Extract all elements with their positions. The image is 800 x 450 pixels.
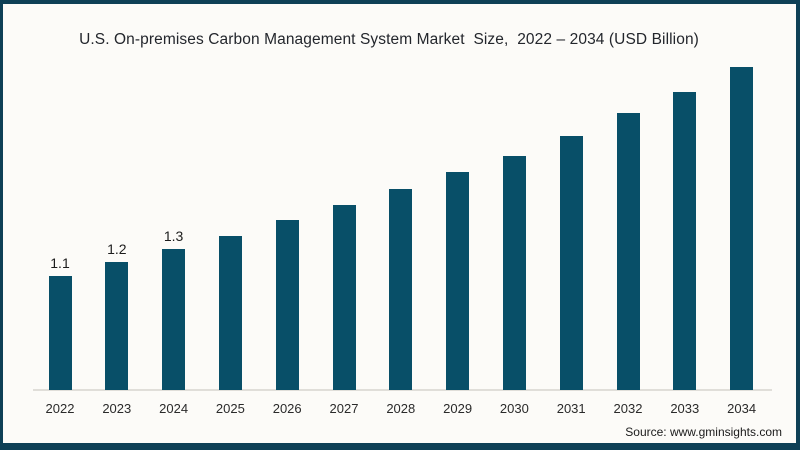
bar-2025 — [218, 236, 242, 390]
frame-border-left — [0, 0, 3, 450]
frame-border-right — [796, 0, 800, 450]
bar-2027 — [332, 205, 356, 390]
bar-2029 — [446, 172, 470, 390]
x-tick-label: 2033 — [670, 401, 700, 416]
frame-border-bottom — [0, 443, 800, 450]
x-tick-label: 2025 — [215, 401, 245, 416]
x-tick-label: 2026 — [272, 401, 302, 416]
frame-border-top — [0, 0, 800, 4]
x-tick-label: 2024 — [159, 401, 189, 416]
bar-2032 — [616, 113, 640, 390]
x-tick-label: 2034 — [727, 401, 757, 416]
x-tick-label: 2032 — [613, 401, 643, 416]
bar-value-label: 1.3 — [163, 228, 184, 244]
chart-title: U.S. On-premises Carbon Management Syste… — [79, 31, 699, 48]
bar-2022 — [48, 276, 72, 390]
x-tick-label: 2023 — [102, 401, 132, 416]
x-tick-label: 2031 — [556, 401, 586, 416]
bar-value-label: 1.1 — [50, 255, 70, 271]
bar-2031 — [559, 136, 583, 390]
x-tick-label: 2030 — [499, 401, 529, 416]
bar-2030 — [502, 156, 526, 390]
bar-value-label: 1.2 — [107, 241, 127, 257]
bar-2024 — [162, 249, 186, 390]
x-tick-label: 2022 — [45, 401, 75, 416]
bar-2023 — [105, 262, 129, 390]
x-tick-label: 2028 — [386, 401, 416, 416]
bar-2028 — [389, 189, 413, 390]
bar-2033 — [673, 92, 697, 390]
bar-2034 — [730, 67, 754, 390]
bar-2026 — [275, 220, 299, 390]
x-tick-label: 2029 — [443, 401, 473, 416]
source-text: Source: www.gminsights.com — [625, 425, 782, 439]
x-tick-label: 2027 — [329, 401, 359, 416]
